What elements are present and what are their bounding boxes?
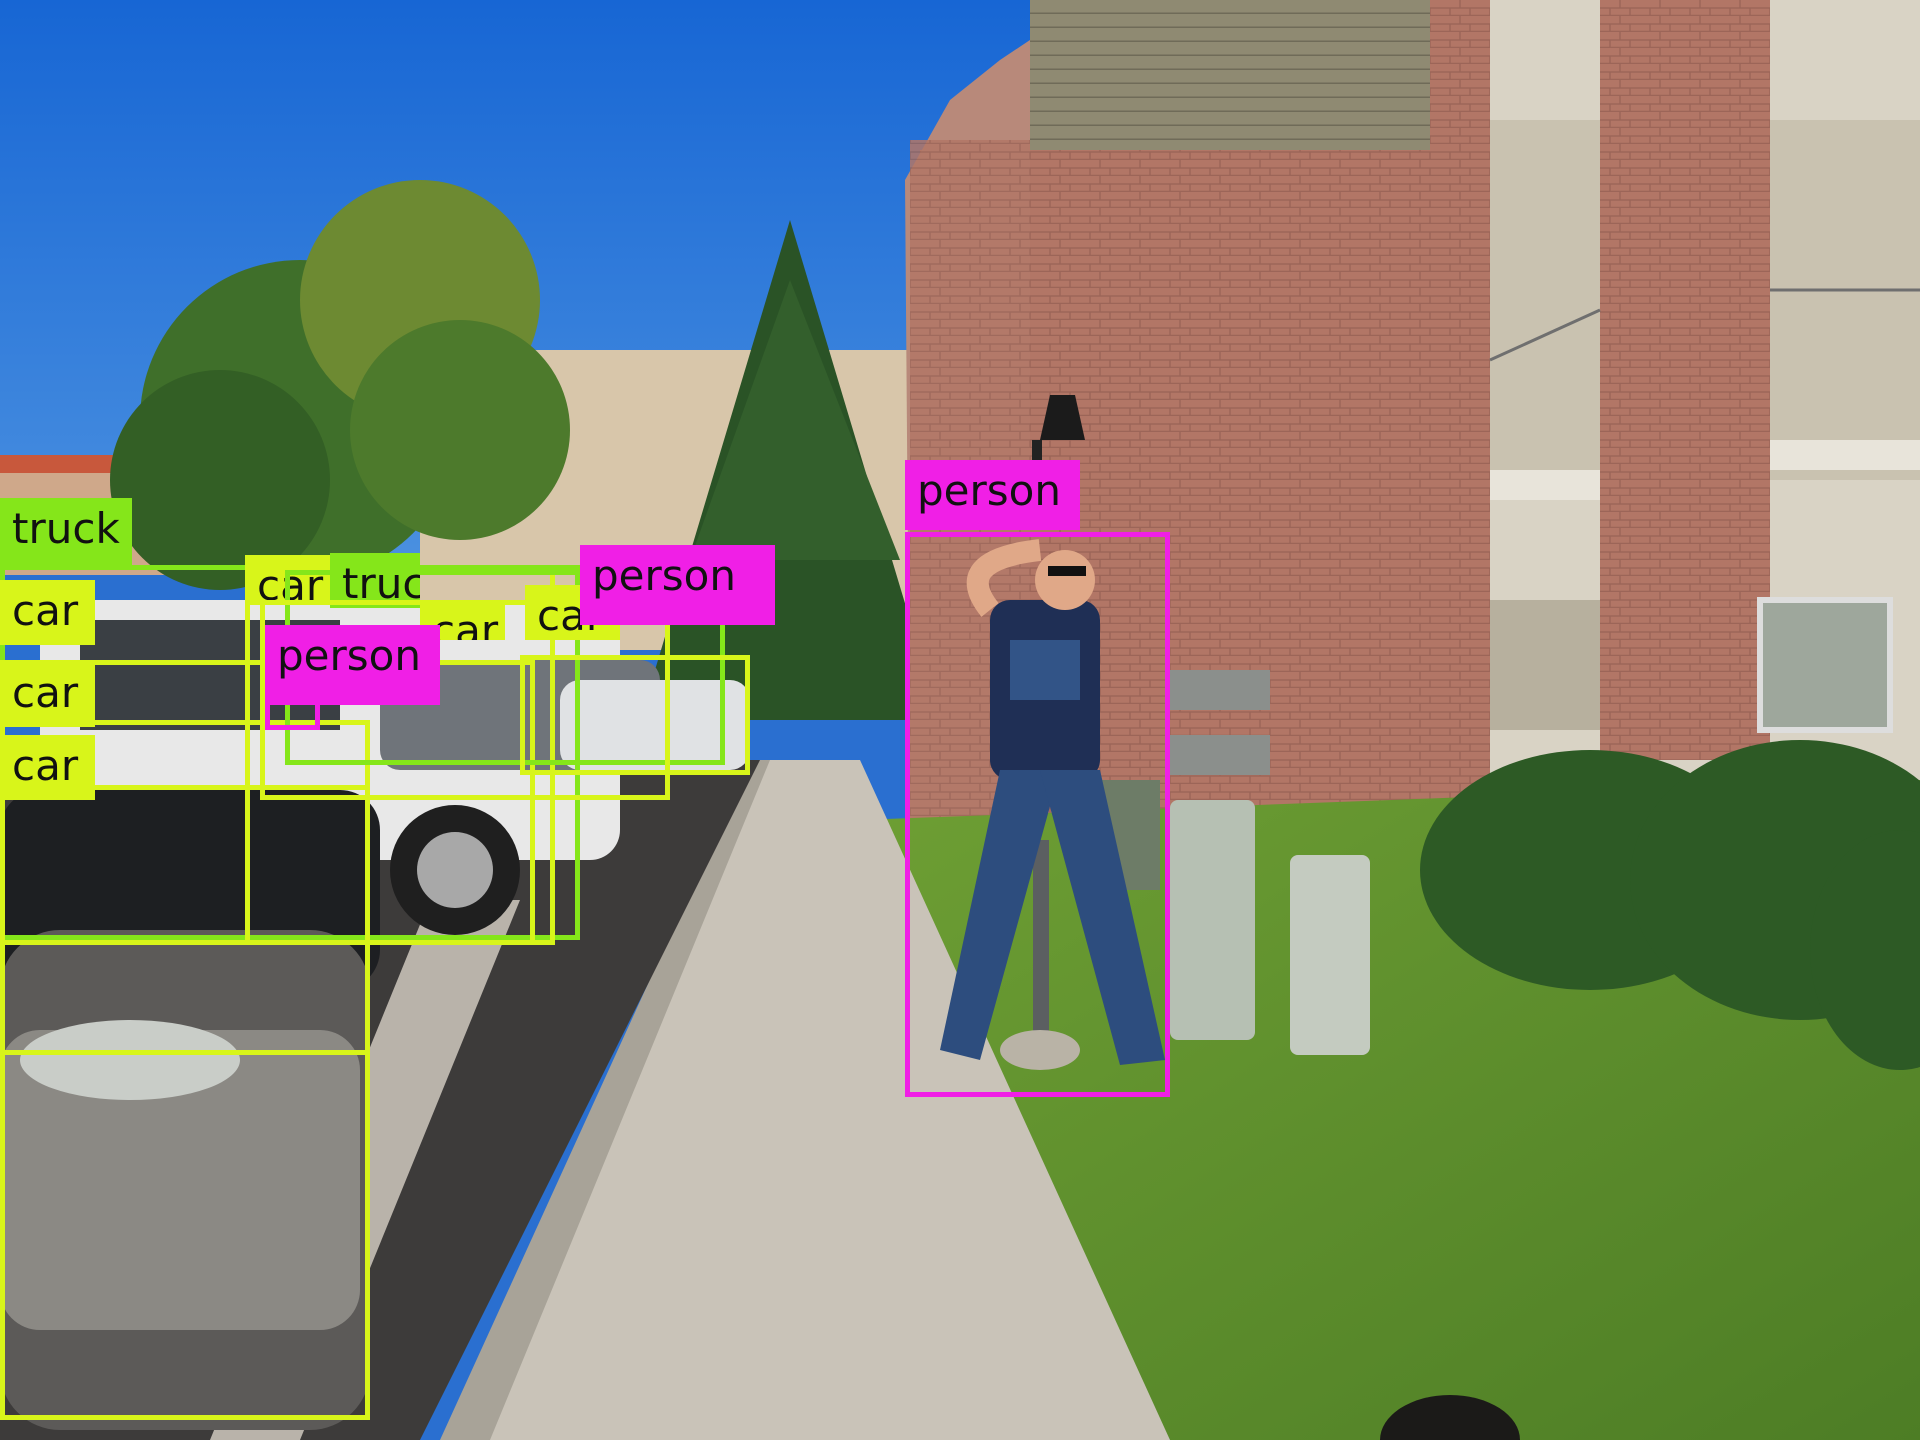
- tree-left: [110, 180, 570, 590]
- person-figure: [940, 539, 1165, 1070]
- detection-label-car: car: [0, 580, 95, 645]
- detection-label-car: car: [0, 735, 95, 800]
- detection-box-person: [905, 532, 1170, 1097]
- detection-box-car: [0, 785, 370, 1055]
- utility-box: [1170, 800, 1255, 1040]
- detection-label-truck: truck: [330, 553, 420, 608]
- detection-label-person: person: [265, 625, 440, 705]
- detection-box-car: [0, 720, 370, 1420]
- detection-label-car: car: [0, 662, 95, 727]
- parked-cars: [0, 600, 750, 1430]
- detection-box-car: [520, 655, 750, 775]
- shrubs: [1420, 740, 1920, 1070]
- utility-box-2: [1290, 855, 1370, 1055]
- detection-label-person: person: [905, 460, 1080, 530]
- detection-label-truck: truck: [0, 498, 132, 568]
- detection-label-person: person: [580, 545, 775, 625]
- sidewalk: [470, 760, 1170, 1440]
